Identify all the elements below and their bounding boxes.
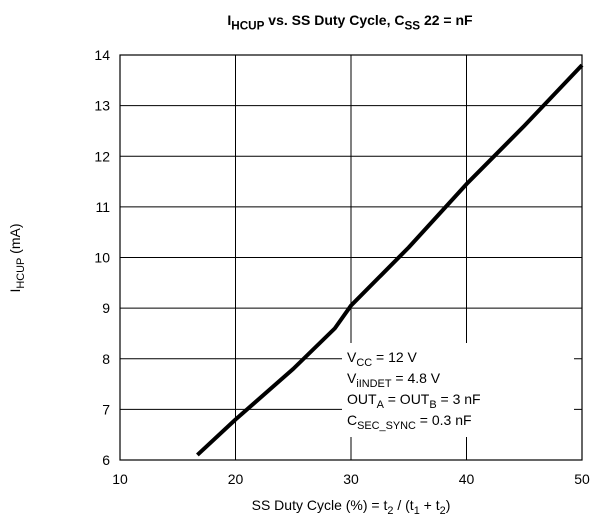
text-part: OUT bbox=[347, 391, 377, 407]
text-part: ) bbox=[446, 497, 451, 513]
text-part: 2 bbox=[387, 505, 393, 517]
annotation: ViINDET = 4.8 V bbox=[347, 370, 441, 390]
y-tick-label: 10 bbox=[94, 250, 110, 266]
text-part: = 4.8 V bbox=[392, 370, 441, 386]
x-tick-label: 10 bbox=[112, 471, 128, 487]
x-axis-label: SS Duty Cycle (%) = t2 / (t1 + t2) bbox=[252, 497, 451, 517]
text-part: SS Duty Cycle (%) = t bbox=[252, 497, 388, 513]
x-tick-label: 20 bbox=[228, 471, 244, 487]
text-part: CC bbox=[356, 357, 372, 369]
x-tick-label: 40 bbox=[459, 471, 475, 487]
text-part: C bbox=[347, 412, 357, 428]
text-part: 22 = nF bbox=[420, 12, 473, 28]
text-part: = 0.3 nF bbox=[416, 412, 472, 428]
text-part: B bbox=[429, 399, 436, 411]
text-part: I bbox=[7, 289, 23, 293]
text-part: (mA) bbox=[7, 223, 23, 257]
text-part: V bbox=[347, 349, 357, 365]
y-tick-label: 7 bbox=[102, 401, 110, 417]
text-part: / (t bbox=[393, 497, 413, 513]
plot-frame bbox=[119, 54, 583, 461]
text-part: = OUT bbox=[384, 391, 430, 407]
text-part: HCUP bbox=[15, 258, 27, 289]
text-part: SS bbox=[404, 20, 420, 33]
annotation: CSEC_SYNC = 0.3 nF bbox=[347, 412, 472, 432]
y-tick-label: 14 bbox=[94, 47, 110, 63]
text-part: V bbox=[347, 370, 357, 386]
annotation: VCC = 12 V bbox=[347, 349, 418, 369]
y-tick-label: 8 bbox=[102, 351, 110, 367]
y-tick-label: 6 bbox=[102, 452, 110, 468]
data-line bbox=[196, 63, 584, 457]
y-tick-label: 12 bbox=[94, 148, 110, 164]
text-part: 1 bbox=[414, 505, 420, 517]
annotation: OUTA = OUTB = 3 nF bbox=[347, 391, 481, 411]
annotation-box bbox=[342, 343, 574, 437]
text-part: I bbox=[227, 12, 231, 28]
x-tick-label: 50 bbox=[574, 471, 590, 487]
text-part: HCUP bbox=[231, 20, 264, 33]
chart-title: IHCUP vs. SS Duty Cycle, CSS 22 = nF bbox=[227, 12, 473, 33]
text-part: 2 bbox=[440, 505, 446, 517]
text-part: = 3 nF bbox=[437, 391, 481, 407]
y-axis-label: IHCUP (mA) bbox=[7, 223, 27, 292]
text-part: = 12 V bbox=[372, 349, 417, 365]
text-part: vs. SS Duty Cycle, C bbox=[264, 12, 404, 28]
x-tick-label: 30 bbox=[343, 471, 359, 487]
y-tick-label: 13 bbox=[94, 98, 110, 114]
text-part: iINDET bbox=[356, 378, 391, 390]
text-part: SEC_SYNC bbox=[357, 420, 416, 432]
y-tick-label: 11 bbox=[95, 199, 110, 215]
y-tick-label: 9 bbox=[102, 300, 110, 316]
text-part: + t bbox=[420, 497, 440, 513]
text-part: A bbox=[377, 399, 385, 411]
